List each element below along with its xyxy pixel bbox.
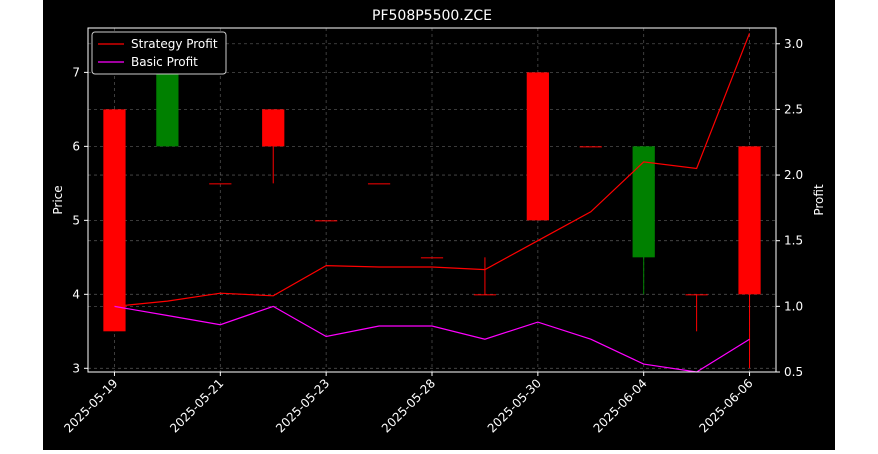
candle: [473, 257, 497, 296]
left-tick-label: 5: [72, 213, 80, 227]
candle: [526, 72, 549, 221]
legend-strategy-label: Strategy Profit: [131, 37, 218, 51]
left-tick-label: 6: [72, 139, 80, 153]
candle: [209, 183, 232, 185]
left-tick-label: 7: [72, 65, 80, 79]
candle-body: [579, 146, 602, 148]
legend: Strategy Profit Basic Profit: [91, 31, 227, 75]
candle: [420, 257, 444, 259]
candle-body: [315, 220, 338, 222]
candle-body: [526, 72, 549, 221]
left-tick-label: 4: [72, 287, 80, 301]
candle-body: [738, 146, 761, 295]
plot-area: [88, 28, 776, 372]
candle: [738, 146, 761, 369]
candle: [632, 146, 655, 295]
candle-body: [209, 183, 232, 185]
candle-body: [632, 146, 655, 258]
candle-body: [420, 257, 444, 259]
right-tick-label: 3.0: [784, 37, 803, 51]
left-axis-label: Price: [51, 185, 65, 214]
chart-title: PF508P5500.ZCE: [372, 8, 492, 24]
legend-box: [91, 31, 227, 75]
right-tick-label: 1.5: [784, 234, 803, 248]
left-y-axis: 3 4 5 6 7: [72, 65, 88, 375]
basic-profit-line: [114, 305, 750, 373]
candle-body: [262, 109, 285, 147]
left-tick-label: 3: [72, 361, 80, 375]
right-tick-label: 2.0: [784, 168, 803, 182]
candle-body: [473, 294, 497, 296]
strategy-profit-line: [114, 33, 751, 307]
right-axis-label: Profit: [812, 184, 826, 216]
candles: [103, 35, 761, 369]
candle-body: [685, 294, 708, 296]
candle: [685, 294, 708, 332]
profit-lines: [114, 33, 751, 373]
candle: [579, 146, 602, 148]
legend-basic-label: Basic Profit: [131, 55, 198, 69]
candle: [103, 109, 126, 332]
right-tick-label: 0.5: [784, 365, 803, 379]
candle-body: [367, 183, 391, 185]
right-tick-label: 1.0: [784, 299, 803, 313]
candle: [262, 109, 285, 184]
right-tick-label: 2.5: [784, 102, 803, 116]
right-y-axis: 0.5 1.0 1.5 2.0 2.5 3.0: [776, 37, 803, 379]
candle-body: [103, 109, 126, 332]
candle: [315, 220, 338, 222]
candle: [367, 183, 391, 185]
